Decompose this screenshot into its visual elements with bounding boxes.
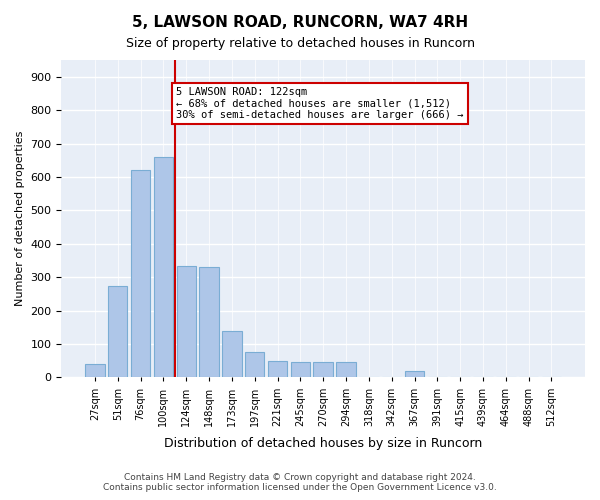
Bar [108,286,127,378]
Text: 5, LAWSON ROAD, RUNCORN, WA7 4RH: 5, LAWSON ROAD, RUNCORN, WA7 4RH [132,15,468,30]
Text: 5 LAWSON ROAD: 122sqm
← 68% of detached houses are smaller (1,512)
30% of semi-d: 5 LAWSON ROAD: 122sqm ← 68% of detached … [176,86,463,120]
Text: Contains public sector information licensed under the Open Government Licence v3: Contains public sector information licen… [103,484,497,492]
Bar [154,157,173,378]
Bar [337,362,356,378]
Bar [313,362,333,378]
Bar [405,371,424,378]
Bar [245,352,265,378]
Bar [199,267,219,378]
Bar [268,361,287,378]
Y-axis label: Number of detached properties: Number of detached properties [15,131,25,306]
Text: Contains HM Land Registry data © Crown copyright and database right 2024.: Contains HM Land Registry data © Crown c… [124,474,476,482]
Bar [176,266,196,378]
Bar [131,170,150,378]
Text: Size of property relative to detached houses in Runcorn: Size of property relative to detached ho… [125,38,475,51]
X-axis label: Distribution of detached houses by size in Runcorn: Distribution of detached houses by size … [164,437,482,450]
Bar [85,364,104,378]
Bar [290,362,310,378]
Bar [222,330,242,378]
